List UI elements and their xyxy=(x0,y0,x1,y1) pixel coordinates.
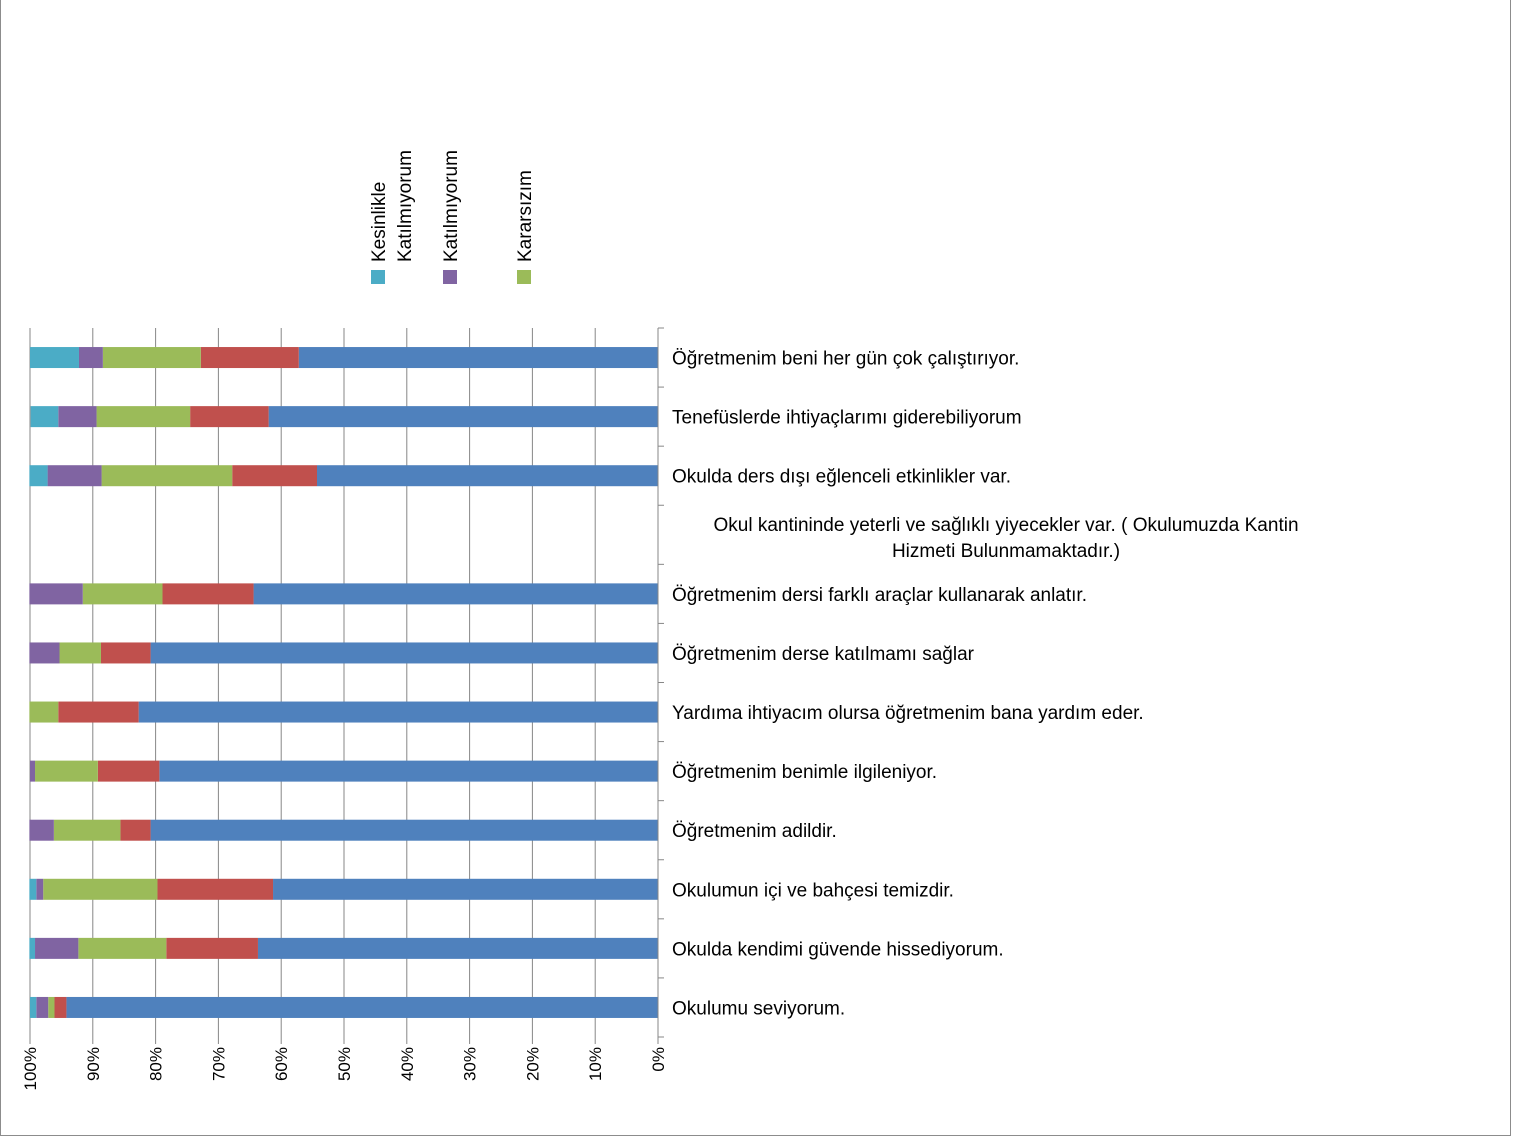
x-tick-label: 30% xyxy=(461,1047,480,1081)
bar-segment xyxy=(190,406,269,428)
bar-segment xyxy=(200,347,299,369)
category-label: Öğretmenim benimle ilgileniyor. xyxy=(672,762,937,783)
bar-segment xyxy=(35,937,79,959)
bar-segment xyxy=(58,701,139,723)
x-tick-label: 90% xyxy=(84,1047,103,1081)
category-label: Öğretmenim adildir. xyxy=(672,821,837,842)
bar-segment xyxy=(48,996,55,1018)
category-label: Okul kantininde yeterli ve sağlıklı yiye… xyxy=(713,515,1298,562)
x-tick-label: 10% xyxy=(586,1047,605,1081)
legend-label: Kararsızım xyxy=(515,170,536,262)
bar-segment xyxy=(78,347,103,369)
bar-segment xyxy=(298,347,658,369)
category-axis xyxy=(657,327,664,1038)
category-label: Yardıma ihtiyacım olursa öğretmenim bana… xyxy=(672,703,1144,724)
gridlines xyxy=(29,328,596,1037)
category-label: Okulda ders dışı eğlenceli etkinlikler v… xyxy=(672,467,1011,488)
bar-segment xyxy=(29,642,60,664)
bar-segment xyxy=(29,878,37,900)
bar-segment xyxy=(268,406,658,428)
legend: Kesinlikle Katılmıyorum Katılmıyorum Karars… xyxy=(369,150,536,284)
bar-segment xyxy=(232,465,317,487)
bar-segment xyxy=(29,937,36,959)
bar-segment xyxy=(47,465,102,487)
x-tick-label: 100% xyxy=(21,1047,40,1090)
bar-segment xyxy=(43,878,158,900)
bar-segment xyxy=(29,701,59,723)
bar-segment xyxy=(253,583,658,605)
bar-segment xyxy=(29,583,83,605)
x-tick-label: 50% xyxy=(335,1047,354,1081)
bar-segment xyxy=(96,406,191,428)
bar-segment xyxy=(150,819,659,841)
legend-swatch xyxy=(371,270,385,284)
category-label: Okulumun içi ve bahçesi temizdir. xyxy=(672,880,954,901)
bar-segment xyxy=(101,465,233,487)
bar-segment xyxy=(54,996,67,1018)
bar-segment xyxy=(35,760,98,782)
bar-segment xyxy=(30,760,36,782)
x-tick-label: 40% xyxy=(398,1047,417,1081)
category-labels: Okulumu seviyorum. Okulda kendimi güvende… xyxy=(672,349,1299,1020)
legend-label: Katılmıyorum xyxy=(441,150,462,262)
bars xyxy=(29,347,659,1018)
bar-segment xyxy=(159,760,659,782)
bar-segment xyxy=(273,878,658,900)
category-label: Öğretmenim dersi farklı araçlar kullanar… xyxy=(672,585,1087,606)
category-label: Öğretmenim beni her gün çok çalıştırıyor… xyxy=(672,349,1019,370)
bar-segment xyxy=(29,819,54,841)
category-label: Okulda kendimi güvende hissediyorum. xyxy=(672,939,1004,960)
x-tick-label: 80% xyxy=(147,1047,166,1081)
category-label: Okulumu seviyorum. xyxy=(672,998,845,1019)
bar-segment xyxy=(138,701,659,723)
bar-segment xyxy=(30,996,37,1018)
x-tick-label: 20% xyxy=(523,1047,542,1081)
bar-segment xyxy=(30,406,59,428)
bar-segment xyxy=(78,937,167,959)
bar-segment xyxy=(120,819,151,841)
bar-segment xyxy=(36,878,44,900)
bar-segment xyxy=(66,996,658,1018)
bar-segment xyxy=(102,347,201,369)
legend-swatch xyxy=(517,270,531,284)
bar-segment xyxy=(97,760,160,782)
bar-segment xyxy=(157,878,274,900)
category-label: Tenefüslerde ihtiyaçlarımı giderebiliyor… xyxy=(672,408,1022,429)
bar-segment xyxy=(36,996,49,1018)
bar-segment xyxy=(162,583,254,605)
bar-segment xyxy=(59,642,101,664)
bar-segment xyxy=(150,642,659,664)
legend-swatch xyxy=(443,270,457,284)
x-tick-label: 0% xyxy=(649,1047,668,1072)
value-axis-ticks: 0% 10% 20% 30% 40% 50% 60% 70% 80% 90% 100% xyxy=(21,1037,668,1090)
bar-segment xyxy=(29,465,48,487)
bar-segment xyxy=(58,406,97,428)
bar-segment xyxy=(257,937,658,959)
bar-segment xyxy=(82,583,163,605)
legend-label: Kesinlikle Katılmıyorum xyxy=(369,150,416,262)
bar-segment xyxy=(30,347,79,369)
bar-segment xyxy=(316,465,658,487)
category-label: Öğretmenim derse katılmamı sağlar xyxy=(672,644,975,665)
bar-segment xyxy=(53,819,121,841)
bar-segment xyxy=(166,937,258,959)
bar-segment xyxy=(100,642,151,664)
x-tick-label: 60% xyxy=(272,1047,291,1081)
x-tick-label: 70% xyxy=(209,1047,228,1081)
